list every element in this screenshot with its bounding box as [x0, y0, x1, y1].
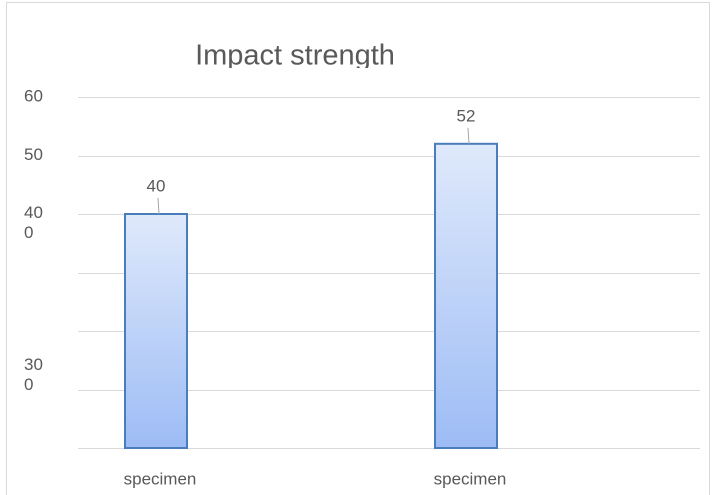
- y-tick-label: 50: [24, 145, 43, 164]
- leader-line: [467, 127, 470, 144]
- bar: [124, 213, 188, 449]
- leader-line: [157, 197, 160, 215]
- y-tick-label: 60: [24, 86, 43, 105]
- chart-title: Impact strength: [195, 40, 395, 72]
- x-tick-label: specimen: [124, 469, 197, 488]
- value-label: 52: [457, 106, 476, 125]
- y-tick-label: 40 0: [24, 203, 43, 242]
- bar: [434, 142, 498, 450]
- y-tick-label: 30 0: [24, 356, 43, 395]
- chart-border: [6, 2, 710, 495]
- value-label: 40: [147, 176, 166, 195]
- x-tick-label: specimen: [434, 469, 507, 488]
